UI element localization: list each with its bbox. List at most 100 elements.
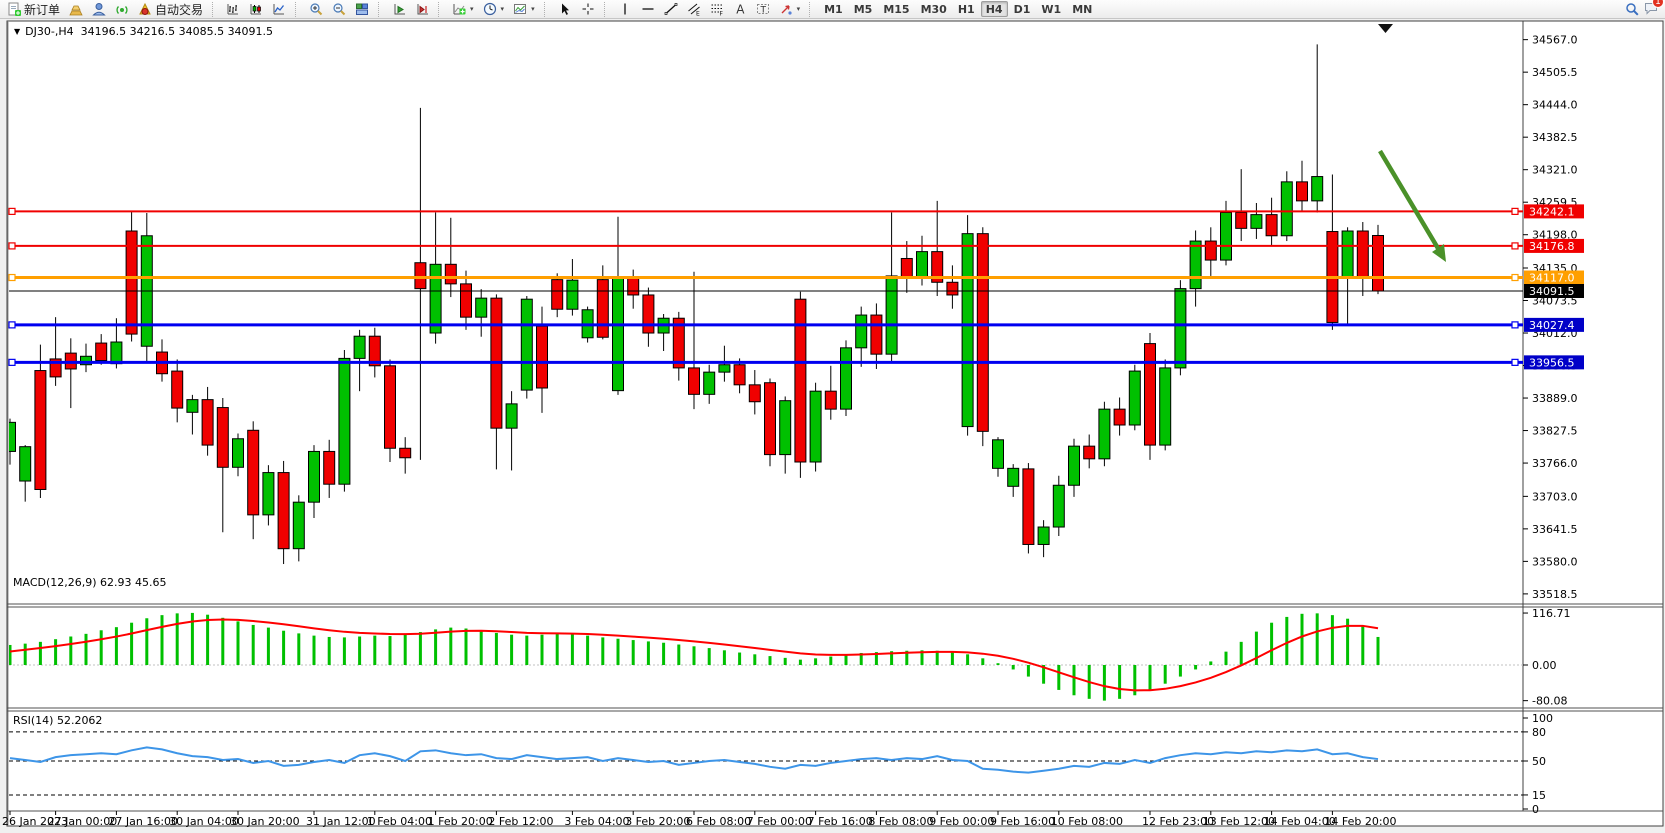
support-line-1-anchor[interactable] — [1511, 321, 1519, 329]
search-button[interactable] — [1621, 1, 1643, 18]
bull-candle — [353, 335, 366, 359]
search-glyph — [1626, 3, 1639, 16]
rsi-tick-label: 15 — [1532, 789, 1546, 802]
timeframe-button-mn[interactable]: MN — [1072, 2, 1093, 16]
templates-icon[interactable]: ▾ — [509, 1, 539, 18]
zoomout-glyph — [333, 3, 346, 16]
equidistant-channel-icon[interactable]: E — [683, 1, 705, 18]
bull-candle — [110, 341, 123, 365]
bull-candle — [992, 439, 1004, 469]
bear-candle — [171, 370, 184, 409]
bear-candle — [764, 382, 776, 456]
pivot-line-anchor[interactable] — [8, 273, 16, 282]
timeframe-button-d1[interactable]: D1 — [1013, 2, 1031, 16]
bull-candle — [1174, 288, 1187, 369]
bear-candle — [794, 298, 807, 463]
bull-candle — [1098, 408, 1111, 460]
support-line-1-anchor[interactable] — [8, 321, 16, 329]
autoscroll-glyph — [394, 4, 406, 15]
bull-candle — [1220, 212, 1232, 261]
timeframe-button-h1[interactable]: H1 — [957, 2, 975, 16]
new-order-button-label: 新订单 — [24, 2, 61, 17]
bull-candle — [292, 501, 305, 550]
periods-clock-icon[interactable]: ▾ — [479, 1, 509, 18]
bull-candle — [429, 263, 442, 334]
bull-candle — [1311, 176, 1324, 202]
signal-icon[interactable] — [111, 1, 133, 18]
cursor-icon[interactable] — [554, 1, 576, 18]
fibonacci-icon[interactable]: F — [706, 1, 728, 18]
zoom-out-icon[interactable] — [328, 1, 350, 18]
bear-candle — [444, 263, 457, 285]
bull-candle — [1189, 240, 1202, 290]
candle-chart-icon[interactable] — [245, 1, 267, 18]
bull-candle — [19, 446, 32, 482]
time-tick-label: 7 Feb 00:00 — [747, 815, 812, 828]
vertical-line-icon[interactable] — [614, 1, 636, 18]
time-tick-label: 1 Feb 04:00 — [367, 815, 432, 828]
bull-candle — [612, 276, 624, 392]
tile-windows-icon[interactable] — [351, 1, 373, 18]
cursor-glyph — [561, 3, 569, 15]
timeframe-button-m15[interactable]: M15 — [883, 2, 910, 16]
bar-chart-icon[interactable] — [222, 1, 244, 18]
price-tick-label: 33827.5 — [1532, 425, 1578, 438]
price-tick-label: 33889.0 — [1532, 392, 1578, 405]
trendline-icon[interactable] — [660, 1, 682, 18]
symbol-dropdown-icon[interactable]: ▼ — [14, 27, 21, 36]
support-line-2-anchor[interactable] — [1511, 358, 1519, 366]
autotrade-glyph — [139, 2, 151, 15]
text-label-icon[interactable]: T — [752, 1, 774, 18]
bear-candle — [247, 429, 260, 516]
support-line-2-anchor[interactable] — [8, 358, 16, 366]
notifications-button[interactable]: 1 — [1644, 0, 1664, 19]
chart-shift-marker-icon[interactable] — [1378, 24, 1393, 33]
neworder-glyph — [8, 2, 21, 16]
toolbar-separator — [295, 1, 301, 17]
svg-text:T: T — [759, 6, 766, 16]
time-tick-label: 14 Feb 04:00 — [1264, 815, 1336, 828]
bull-candle — [308, 450, 320, 503]
tiles-glyph — [356, 3, 369, 15]
arrows-icon[interactable]: ▾ — [775, 1, 805, 18]
bull-candle — [1128, 370, 1141, 426]
bear-candle — [1296, 181, 1308, 202]
timeframe-button-w1[interactable]: W1 — [1041, 2, 1062, 16]
auto-trading-button[interactable]: 自动交易 — [134, 1, 207, 18]
crosshair-icon[interactable] — [577, 1, 599, 18]
auto-scroll-icon[interactable] — [388, 1, 410, 18]
pivot-line-anchor[interactable] — [1511, 273, 1519, 282]
vline-glyph — [623, 3, 626, 15]
zoom-in-icon[interactable] — [305, 1, 327, 18]
text-icon[interactable]: A — [729, 1, 751, 18]
resistance-line-1-badge — [1524, 204, 1584, 219]
profile-icon[interactable] — [88, 1, 110, 18]
horizontal-line-icon[interactable] — [637, 1, 659, 18]
linechart-glyph — [273, 4, 285, 15]
resistance-line-2-anchor[interactable] — [1511, 242, 1519, 250]
bear-candle — [95, 342, 108, 362]
resistance-line-2-badge-text: 34176.8 — [1529, 240, 1575, 253]
timeframe-button-m1[interactable]: M1 — [824, 2, 843, 16]
resistance-line-1-anchor[interactable] — [8, 207, 16, 215]
gold-icon[interactable] — [65, 1, 87, 18]
chart-shift-icon[interactable] — [411, 1, 433, 18]
timeframe-button-m5[interactable]: M5 — [853, 2, 873, 16]
support-line-1-badge — [1524, 317, 1584, 332]
resistance-line-2-anchor[interactable] — [8, 242, 16, 250]
price-tick-label: 33703.0 — [1532, 490, 1578, 503]
time-tick-label: 10 Feb 08:00 — [1051, 815, 1123, 828]
channel-glyph: E — [687, 3, 700, 16]
new-order-button[interactable]: 新订单 — [3, 1, 64, 18]
toolbar-separator — [378, 1, 384, 17]
timeframe-button-m30[interactable]: M30 — [920, 2, 947, 16]
price-tick-label: 34198.0 — [1532, 229, 1578, 242]
rsi-tick-label: 100 — [1532, 712, 1553, 725]
main-toolbar: 新订单 自动交易 ▾ ▾ ▾ E F A T ▾ M1 M5 M15 M30 H1 H4 D1 W1 MN 1 — [0, 0, 1665, 19]
bull-candle — [1250, 214, 1263, 229]
line-chart-icon[interactable] — [268, 1, 290, 18]
timeframe-button-h4[interactable]: H4 — [980, 1, 1008, 17]
trade-direction-arrow[interactable] — [1378, 149, 1446, 262]
indicators-add-icon[interactable]: ▾ — [448, 1, 478, 18]
resistance-line-1-anchor[interactable] — [1511, 207, 1519, 215]
